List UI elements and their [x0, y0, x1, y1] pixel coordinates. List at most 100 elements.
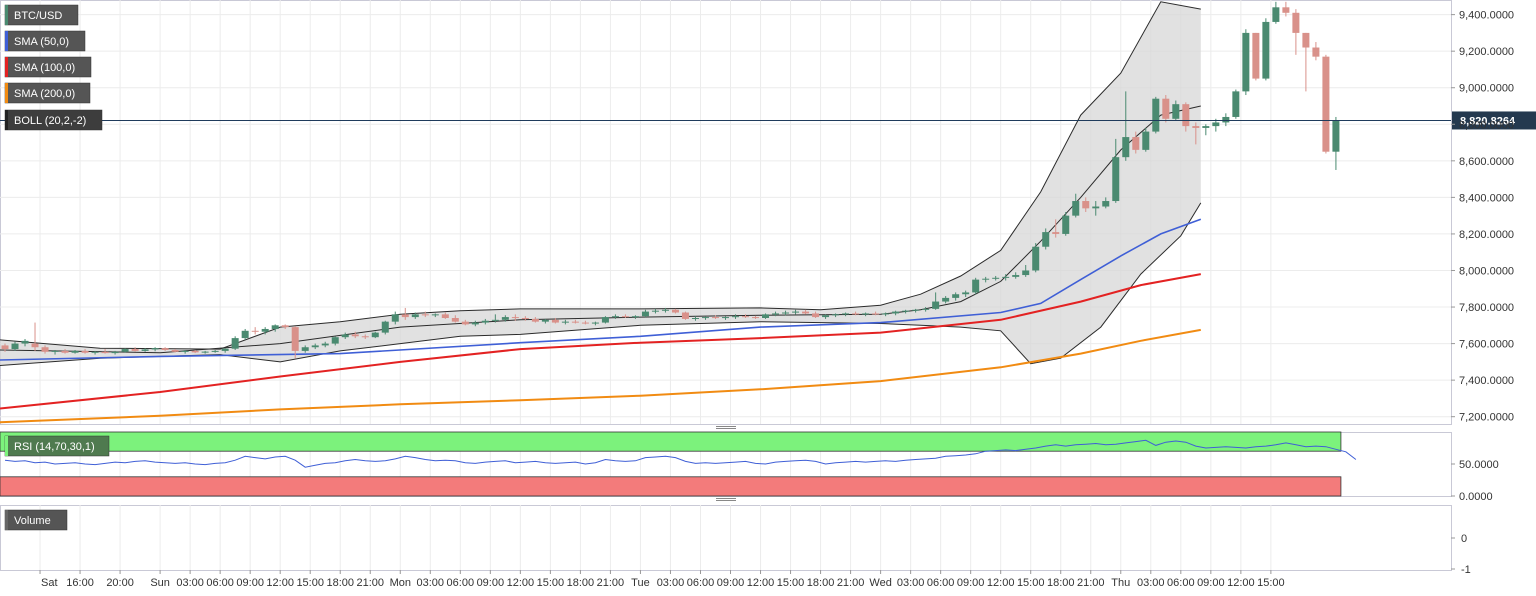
- candle-body: [1322, 56, 1330, 152]
- x-tick-label: 03:00: [657, 577, 685, 589]
- candle-body: [1032, 246, 1040, 271]
- candle-body: [992, 277, 1000, 279]
- candle-body: [1172, 104, 1180, 119]
- candle-body: [421, 314, 429, 316]
- x-tick-label: 15:00: [777, 577, 805, 589]
- candle-body: [722, 317, 729, 319]
- candle-body: [281, 325, 289, 328]
- candle-body: [271, 325, 279, 329]
- candle-body: [1132, 137, 1140, 150]
- candle-body: [571, 321, 579, 323]
- candle-body: [161, 348, 169, 350]
- rsi-overbought-zone: [0, 431, 1342, 452]
- candle-body: [1162, 98, 1170, 119]
- legend-rsi-label: RSI (14,70,30,1): [14, 441, 95, 453]
- candle-body: [1082, 201, 1090, 209]
- candle-body: [1002, 276, 1010, 278]
- legend-volume-label: Volume: [14, 515, 51, 527]
- x-tick-label: 20:00: [106, 577, 134, 589]
- legend-rsi-swatch: [5, 436, 8, 456]
- candle-body: [822, 315, 830, 318]
- candle-body: [511, 317, 519, 319]
- x-tick-label: 18:00: [567, 577, 595, 589]
- candle-body: [742, 316, 750, 318]
- candle-body: [882, 313, 890, 315]
- candle-body: [772, 313, 780, 315]
- candle-body: [982, 278, 990, 280]
- candle-body: [952, 294, 960, 298]
- legend-volume-swatch: [5, 510, 8, 530]
- y-tick-label: 9,400.0000: [1459, 10, 1514, 22]
- axes: 9,400.0000 9,200.0000 9,000.0000 8,800.0000…: [39, 10, 1514, 589]
- legend-sma-100-label: SMA (100,0): [14, 62, 75, 74]
- pane-frame: [0, 0, 1452, 425]
- rsi-pane: [0, 431, 1357, 497]
- legend-sma-50: SMA (50,0): [4, 30, 86, 52]
- legend-sma-100: SMA (100,0): [4, 56, 92, 78]
- candle-body: [381, 321, 389, 333]
- candle-body: [81, 350, 89, 353]
- y-tick-label: 8,400.0000: [1459, 192, 1514, 204]
- candle-body: [1, 345, 9, 350]
- x-tick-label: 12:00: [507, 577, 535, 589]
- legend-symbol-label: BTC/USD: [14, 10, 62, 22]
- x-tick-label: 12:00: [266, 577, 294, 589]
- candle-body: [611, 316, 619, 318]
- candle-body: [812, 313, 820, 318]
- candle-body: [61, 350, 69, 353]
- candle-body: [892, 311, 900, 314]
- candle-body: [832, 314, 840, 316]
- legend-sma-200: SMA (200,0): [4, 82, 91, 104]
- pane-frame: [0, 505, 1452, 571]
- x-tick-label: Sat: [41, 577, 58, 589]
- sma-lines: [0, 218, 1202, 424]
- x-tick-label: 03:00: [417, 577, 445, 589]
- candle-body: [291, 327, 299, 351]
- candle-body: [1192, 126, 1200, 128]
- x-tick-label: 21:00: [1077, 577, 1105, 589]
- current-price-badge: [1452, 111, 1536, 130]
- candle-body: [251, 330, 259, 332]
- candle-body: [21, 340, 29, 344]
- legend-boll: BOLL (20,2,-2): [4, 109, 103, 131]
- candle-body: [1102, 201, 1110, 207]
- legend-volume: Volume: [4, 509, 68, 531]
- candle-body: [51, 350, 59, 352]
- x-tick-label: 03:00: [1137, 577, 1165, 589]
- y-tick-label: 9,200.0000: [1459, 46, 1514, 58]
- boll-lower-line: [0, 202, 1202, 366]
- candle-body: [151, 348, 159, 350]
- y-tick-label: 8,200.0000: [1459, 229, 1514, 241]
- x-tick-label: 06:00: [927, 577, 955, 589]
- candle-body: [181, 350, 189, 352]
- candle-body: [541, 319, 549, 322]
- candle-body: [261, 328, 269, 332]
- current-price-line: 8,820.8264: [0, 111, 1536, 130]
- candle-body: [1142, 131, 1150, 150]
- x-tick-label: Mon: [390, 577, 411, 589]
- legend-sma-200-label: SMA (200,0): [14, 88, 75, 100]
- boll-upper-line: [0, 1, 1201, 350]
- candle-body: [1182, 104, 1190, 127]
- candle-body: [1092, 206, 1100, 209]
- legend-sma-50-label: SMA (50,0): [14, 36, 69, 48]
- legend-sma-100-swatch: [5, 57, 8, 77]
- candle-body: [371, 332, 379, 338]
- candle-body: [711, 317, 719, 319]
- candle-body: [621, 316, 629, 318]
- candle-body: [932, 301, 940, 309]
- candle-body: [71, 350, 79, 353]
- candle-body: [1222, 116, 1230, 123]
- sma-line-2: [0, 328, 1201, 424]
- y-tick-label: 9,000.0000: [1459, 83, 1514, 95]
- candle-body: [31, 343, 39, 348]
- candle-body: [1272, 7, 1280, 22]
- legend-sma-200-swatch: [5, 83, 8, 103]
- legend-sma-50-swatch: [5, 31, 8, 51]
- candle-body: [601, 317, 609, 323]
- candle-body: [431, 314, 439, 316]
- candle-body: [912, 309, 920, 311]
- candle-body: [411, 314, 419, 318]
- candle-body: [691, 318, 699, 319]
